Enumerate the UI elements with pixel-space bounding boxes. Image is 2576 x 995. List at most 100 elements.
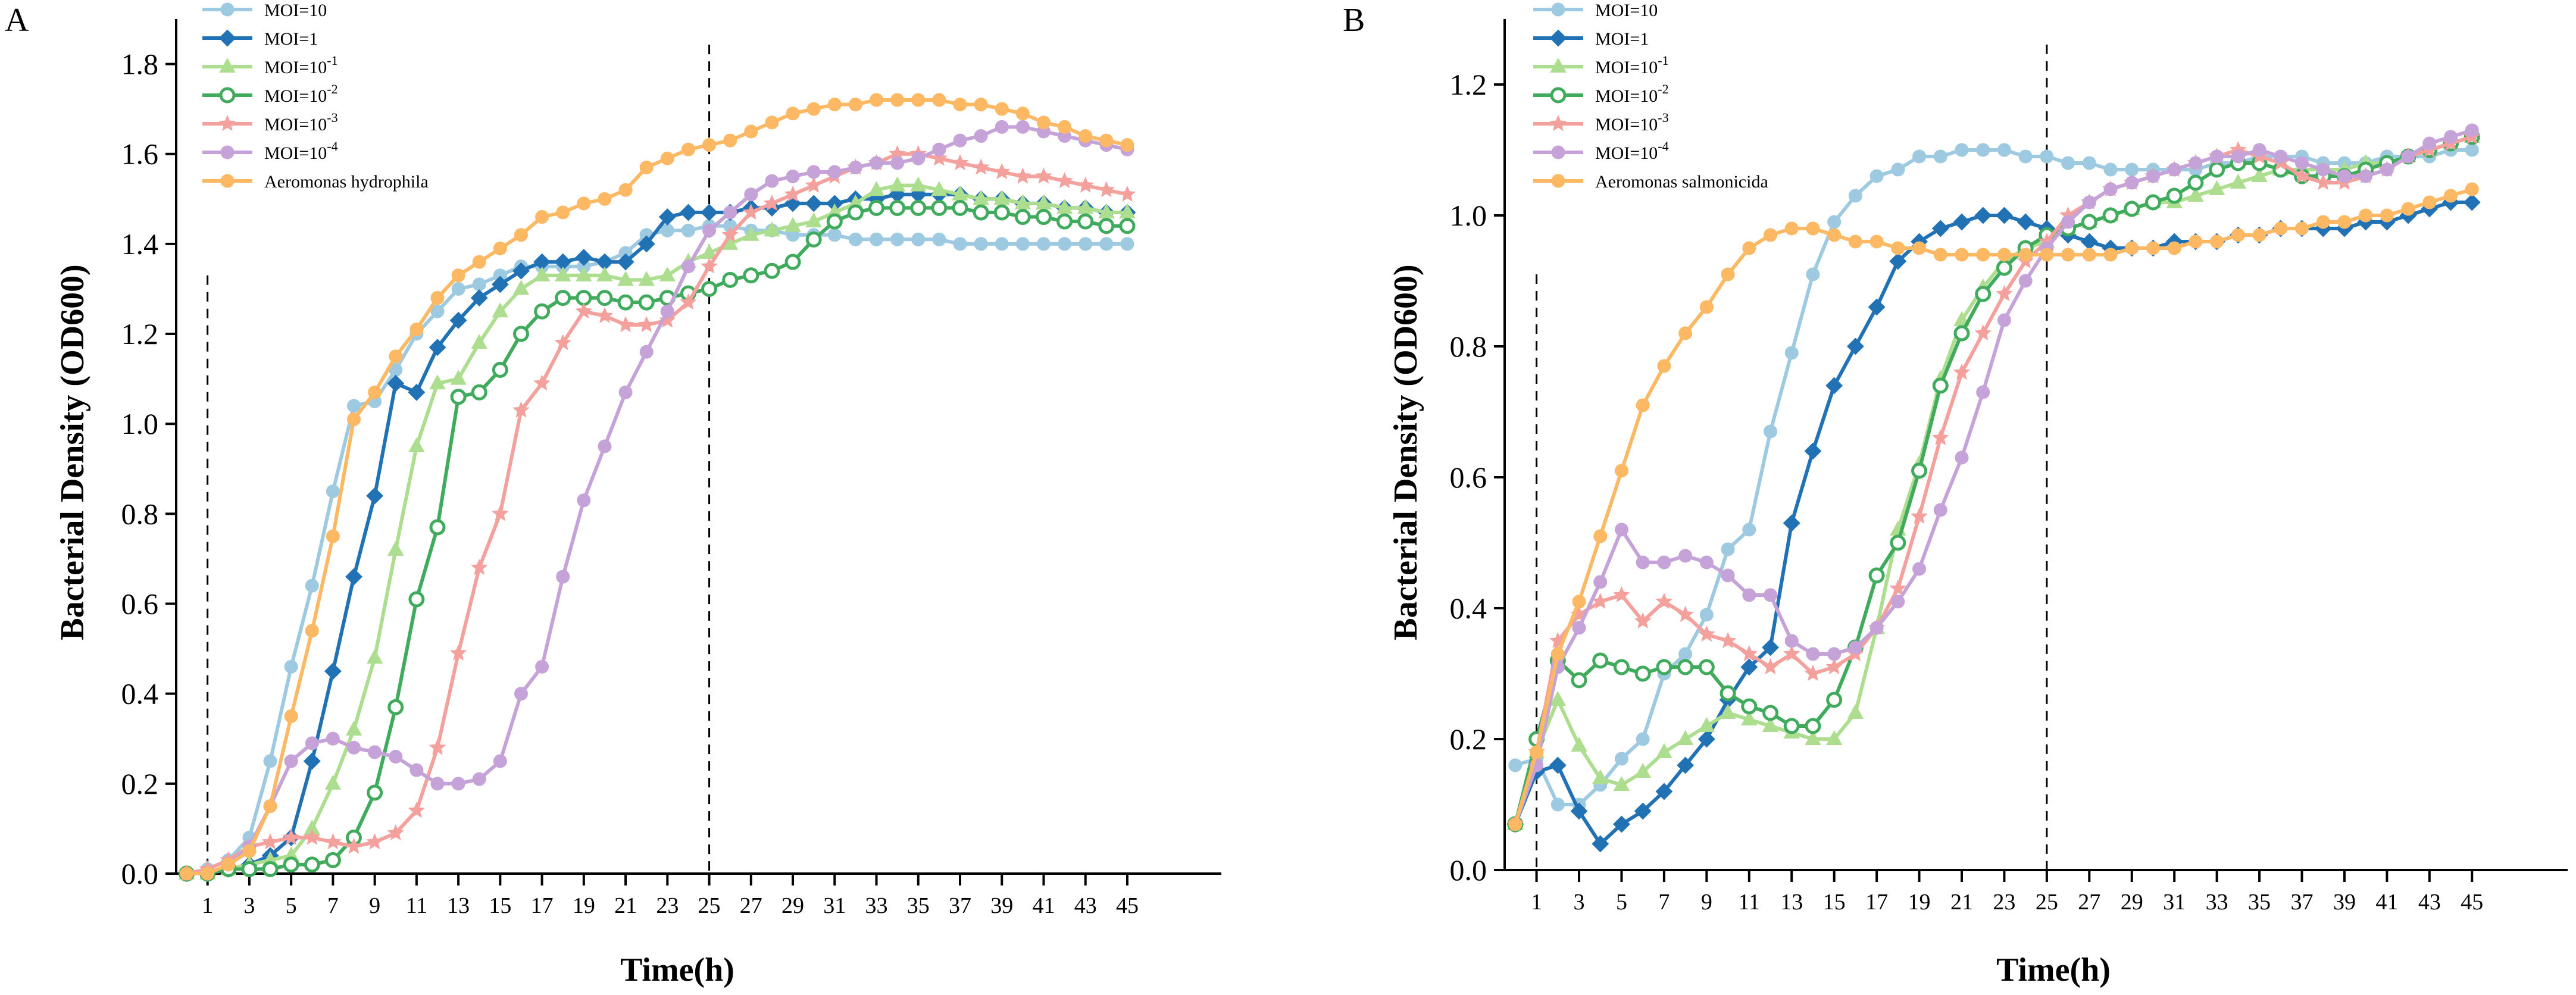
- data-point: [1614, 522, 1628, 537]
- data-point: [535, 659, 549, 674]
- data-point: [2274, 149, 2288, 164]
- data-point: [953, 237, 967, 251]
- data-point: [1889, 252, 1907, 270]
- data-point: [470, 289, 488, 307]
- data-point: [1953, 213, 1971, 231]
- data-point: [681, 259, 695, 274]
- legend-superscript: -3: [1658, 110, 1668, 125]
- data-point: [1932, 429, 1949, 446]
- data-point: [1015, 237, 1030, 251]
- panel-letter: B: [1343, 2, 1365, 39]
- data-point: [2401, 149, 2415, 164]
- legend-marker: [1550, 87, 1567, 104]
- x-tick-label: 25: [698, 893, 721, 918]
- data-point: [617, 315, 634, 333]
- data-point: [345, 837, 362, 854]
- x-tick-label: 19: [1908, 890, 1931, 915]
- panel-a: A 0.00.20.40.60.81.01.21.41.61.81 3 5 7 9 11 1…: [5, 1, 1221, 988]
- data-point: [1997, 248, 2011, 262]
- data-point: [868, 199, 885, 216]
- legend-superscript: -4: [1658, 139, 1668, 154]
- data-point: [890, 232, 905, 246]
- data-point: [1740, 645, 1758, 662]
- data-point: [2316, 215, 2330, 229]
- data-point: [784, 185, 802, 202]
- data-point: [1870, 169, 1884, 183]
- y-tick-label: 1.0: [121, 407, 159, 440]
- data-point: [1698, 716, 1715, 732]
- data-point: [1891, 595, 1905, 609]
- data-point: [805, 231, 822, 248]
- y-tick-label: 0.6: [1450, 461, 1487, 494]
- data-point: [1933, 503, 1947, 517]
- x-tick-label: 43: [1074, 893, 1097, 918]
- data-point: [1056, 199, 1073, 214]
- data-point: [1056, 213, 1073, 230]
- data-point: [2315, 174, 2332, 190]
- series-moi-10-3: [1506, 128, 2481, 832]
- x-tick-label: 21: [614, 893, 637, 918]
- data-point: [1848, 640, 1862, 655]
- data-point: [387, 824, 404, 841]
- data-point: [910, 199, 927, 216]
- data-point: [1889, 580, 1907, 596]
- data-point: [1098, 203, 1115, 218]
- data-point: [952, 185, 968, 201]
- x-tick-label: 15: [1823, 890, 1846, 915]
- data-point: [1719, 632, 1737, 649]
- data-point: [1508, 758, 1523, 772]
- data-point: [1848, 234, 1862, 249]
- data-point: [471, 559, 488, 575]
- data-point: [1975, 286, 1992, 302]
- legend: MOI=10 MOI=1 MOI=10-1 MOI=10-2 MOI=10-3 MOI=1…: [1533, 1, 1768, 192]
- data-point: [492, 302, 509, 318]
- y-axis-title: Bacterial Density (OD600): [1387, 264, 1424, 640]
- data-point: [2230, 173, 2247, 189]
- x-tick-label: 13: [447, 893, 470, 918]
- data-point: [847, 204, 864, 221]
- data-point: [1098, 181, 1115, 198]
- data-point: [450, 370, 467, 385]
- series-aeromonas-hydrophila: [180, 93, 1134, 881]
- data-point: [1825, 658, 1843, 675]
- data-point: [1912, 562, 1927, 576]
- legend-superscript: -2: [327, 82, 337, 96]
- data-point: [827, 98, 842, 112]
- data-point: [1825, 730, 1843, 745]
- data-point: [2295, 221, 2309, 236]
- x-tick-label: 1: [1531, 890, 1542, 915]
- series-line: [186, 152, 1128, 875]
- data-point: [283, 856, 299, 873]
- series-line: [1514, 187, 2473, 825]
- x-tick-label: 17: [531, 893, 554, 918]
- data-point: [408, 383, 426, 401]
- data-point: [702, 138, 717, 152]
- data-point: [556, 570, 570, 584]
- x-tick-label: 39: [2333, 890, 2356, 915]
- legend-marker: [1551, 174, 1565, 188]
- data-point: [911, 232, 926, 246]
- data-point: [763, 194, 781, 211]
- data-point: [1742, 588, 1756, 602]
- data-point: [1784, 221, 1799, 236]
- data-point: [784, 254, 801, 270]
- plot-area: 0.00.20.40.60.81.01.21.41.61.81 3 5 7 9 11 13 1…: [121, 1, 1221, 918]
- data-point: [973, 190, 989, 205]
- data-point: [471, 334, 487, 349]
- legend-label: MOI=1: [1595, 29, 1649, 49]
- legend-label: MOI=10-1: [264, 53, 338, 77]
- data-point: [2146, 241, 2160, 255]
- data-point: [1912, 241, 1927, 255]
- data-point: [2209, 161, 2225, 178]
- data-point: [1613, 815, 1630, 833]
- data-point: [617, 253, 634, 271]
- data-point: [1974, 324, 1992, 341]
- data-point: [596, 266, 613, 281]
- data-point: [347, 412, 361, 427]
- data-point: [805, 176, 823, 193]
- y-tick-label: 0.2: [1450, 722, 1487, 756]
- data-point: [326, 484, 340, 499]
- data-point: [1997, 313, 2011, 327]
- data-point: [827, 228, 842, 242]
